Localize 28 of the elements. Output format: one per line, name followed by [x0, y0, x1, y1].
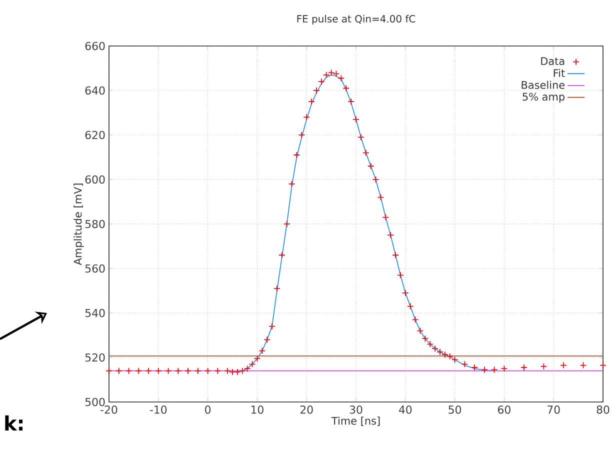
y-tick-label: 600 [85, 175, 105, 184]
x-tick-label: 80 [596, 406, 610, 414]
x-tick-label: -10 [150, 406, 167, 414]
y-tick-label: 500 [85, 398, 105, 406]
x-axis-title: Time [ns] [331, 416, 380, 426]
y-tick-label: 580 [85, 220, 105, 228]
x-tick-label: 30 [350, 406, 362, 414]
y-tick-label: 640 [85, 86, 105, 95]
chart-title: FE pulse at Qin=4.00 fC [297, 14, 416, 24]
x-tick-label: 10 [251, 406, 264, 414]
x-tick-label: 40 [398, 406, 412, 414]
y-tick-label: 520 [85, 353, 105, 362]
x-tick-label: 70 [548, 406, 560, 414]
y-tick-label: 540 [85, 308, 105, 318]
y-axis-title: Amplitude [mV] [74, 184, 84, 266]
text: k: [5, 415, 23, 431]
x-tick-label: 0 [205, 406, 211, 414]
legend-label: Data [541, 57, 564, 66]
x-tick-label: 60 [498, 406, 510, 414]
x-tick-label: 50 [448, 406, 462, 414]
legend-label: Baseline [522, 80, 565, 89]
legend-label: Fit [554, 68, 565, 77]
y-tick-label: 660 [85, 42, 105, 50]
y-tick-label: 620 [85, 130, 105, 140]
y-tick-label: 560 [85, 264, 105, 273]
x-tick-label: -20 [100, 406, 118, 414]
legend-label: 5% amp [522, 92, 565, 103]
x-tick-label: 20 [300, 406, 313, 414]
